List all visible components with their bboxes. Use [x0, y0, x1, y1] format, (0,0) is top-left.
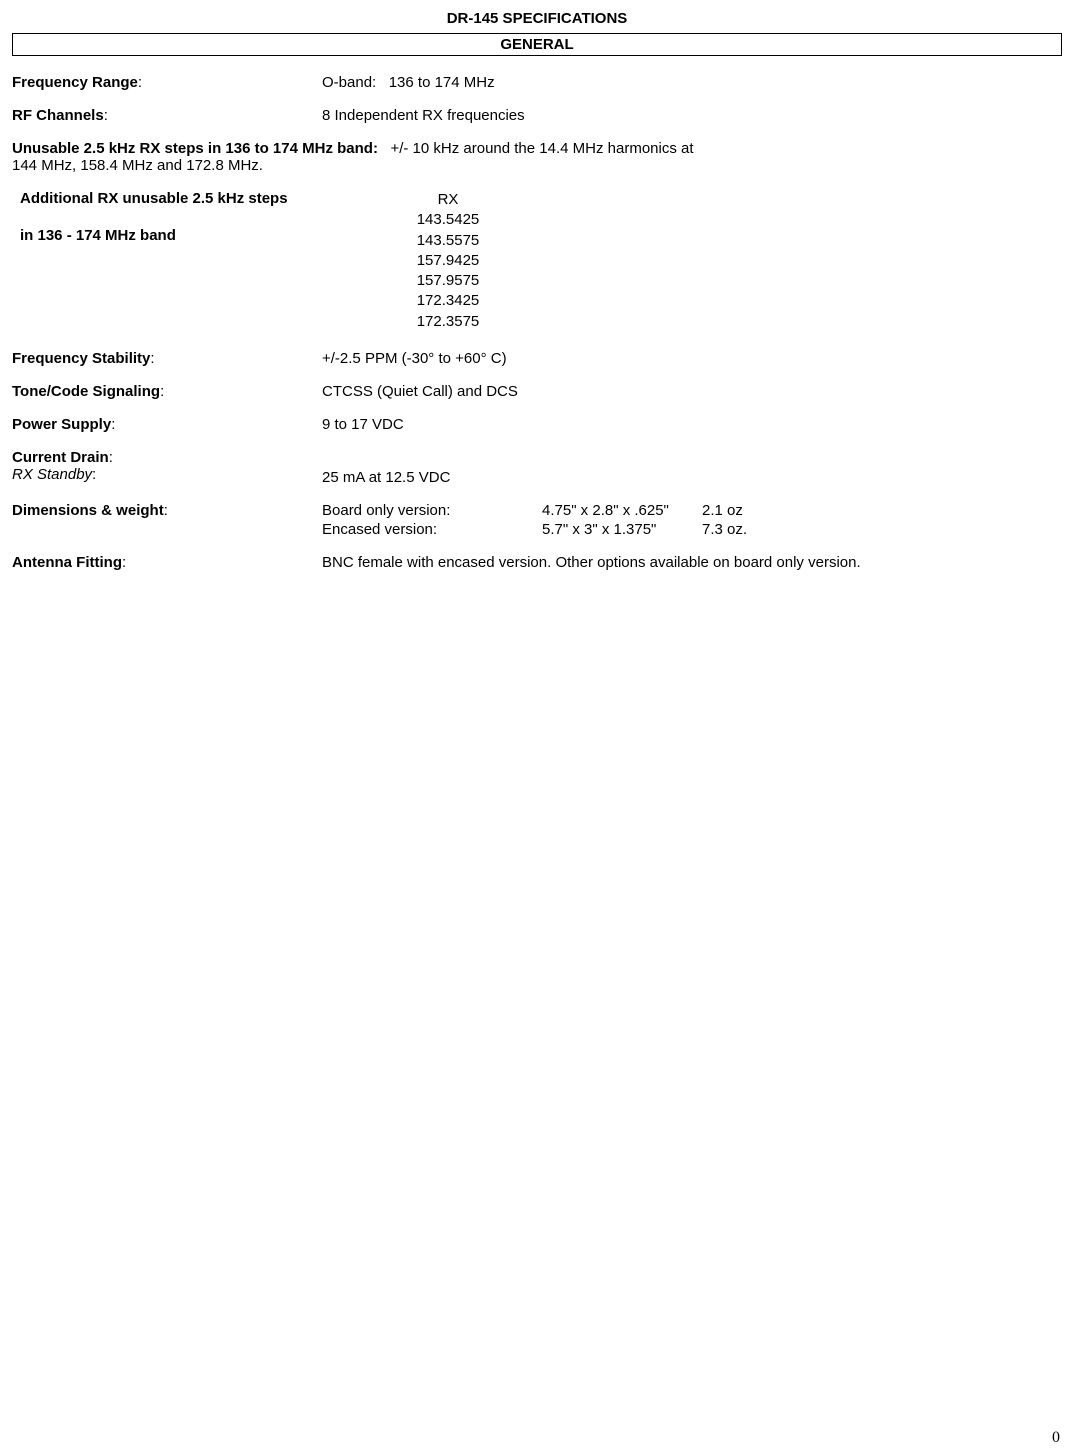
dim-version: Board only version:: [322, 502, 542, 519]
label-unusable: Unusable 2.5 kHz RX steps in 136 to 174 …: [12, 140, 378, 157]
row-additional-rx: Additional RX unusable 2.5 kHz steps in …: [12, 190, 1062, 332]
dim-weight: 7.3 oz.: [702, 521, 1062, 538]
colon: :: [92, 466, 96, 483]
label-dimensions: Dimensions & weight: [12, 502, 164, 519]
label-frequency-range: Frequency Range: [12, 74, 138, 91]
label-frequency-stability: Frequency Stability: [12, 350, 150, 367]
label-additional-rx-2: in 136 - 174 MHz band: [20, 227, 408, 244]
label-additional-rx-1: Additional RX unusable 2.5 kHz steps: [20, 190, 408, 207]
colon: :: [111, 416, 115, 433]
rx-value: 172.3575: [408, 312, 488, 332]
value-rf-channels: 8 Independent RX frequencies: [322, 107, 1062, 124]
label-current-drain: Current Drain: [12, 449, 109, 466]
colon: :: [164, 502, 168, 519]
label-power-supply: Power Supply: [12, 416, 111, 433]
colon: :: [150, 350, 154, 367]
document-title: DR-145 SPECIFICATIONS: [12, 10, 1062, 27]
row-frequency-range: Frequency Range: O-band: 136 to 174 MHz: [12, 74, 1062, 91]
row-unusable-steps: Unusable 2.5 kHz RX steps in 136 to 174 …: [12, 140, 1062, 174]
rx-values-column: RX 143.5425 143.5575 157.9425 157.9575 1…: [408, 190, 488, 332]
rx-header: RX: [408, 190, 488, 210]
value-antenna: BNC female with encased version. Other o…: [322, 554, 1062, 571]
rx-value: 157.9575: [408, 271, 488, 291]
dimensions-table: Board only version: 4.75" x 2.8" x .625"…: [322, 502, 1062, 538]
label-tone-code: Tone/Code Signaling: [12, 383, 160, 400]
value-unusable-line1: +/- 10 kHz around the 14.4 MHz harmonics…: [390, 140, 693, 157]
dim-weight: 2.1 oz: [702, 502, 1062, 519]
page-number: 0: [1052, 1429, 1060, 1447]
colon: :: [138, 74, 142, 91]
row-current-drain: Current Drain: RX Standby: 25 mA at 12.5…: [12, 449, 1062, 486]
dim-version: Encased version:: [322, 521, 542, 538]
section-header-general: GENERAL: [12, 33, 1062, 56]
colon: :: [104, 107, 108, 124]
row-dimensions: Dimensions & weight: Board only version:…: [12, 502, 1062, 538]
rx-value: 143.5575: [408, 231, 488, 251]
row-rf-channels: RF Channels: 8 Independent RX frequencie…: [12, 107, 1062, 124]
row-tone-code: Tone/Code Signaling: CTCSS (Quiet Call) …: [12, 383, 1062, 400]
value-power-supply: 9 to 17 VDC: [322, 416, 1062, 433]
value-tone-code: CTCSS (Quiet Call) and DCS: [322, 383, 1062, 400]
rx-value: 157.9425: [408, 251, 488, 271]
value-current-drain: 25 mA at 12.5 VDC: [322, 469, 450, 486]
oband-label: O-band:: [322, 74, 376, 91]
label-rx-standby: RX Standby: [12, 466, 92, 483]
row-antenna: Antenna Fitting: BNC female with encased…: [12, 554, 1062, 571]
dim-size: 4.75" x 2.8" x .625": [542, 502, 702, 519]
colon: :: [109, 449, 113, 466]
row-frequency-stability: Frequency Stability: +/-2.5 PPM (-30° to…: [12, 350, 1062, 367]
oband-value: 136 to 174 MHz: [389, 74, 495, 91]
colon: :: [160, 383, 164, 400]
row-power-supply: Power Supply: 9 to 17 VDC: [12, 416, 1062, 433]
dim-size: 5.7" x 3" x 1.375": [542, 521, 702, 538]
label-antenna: Antenna Fitting: [12, 554, 122, 571]
value-frequency-stability: +/-2.5 PPM (-30° to +60° C): [322, 350, 1062, 367]
colon: :: [122, 554, 126, 571]
rx-value: 172.3425: [408, 291, 488, 311]
value-unusable-line2: 144 MHz, 158.4 MHz and 172.8 MHz.: [12, 157, 263, 174]
label-rf-channels: RF Channels: [12, 107, 104, 124]
rx-value: 143.5425: [408, 210, 488, 230]
